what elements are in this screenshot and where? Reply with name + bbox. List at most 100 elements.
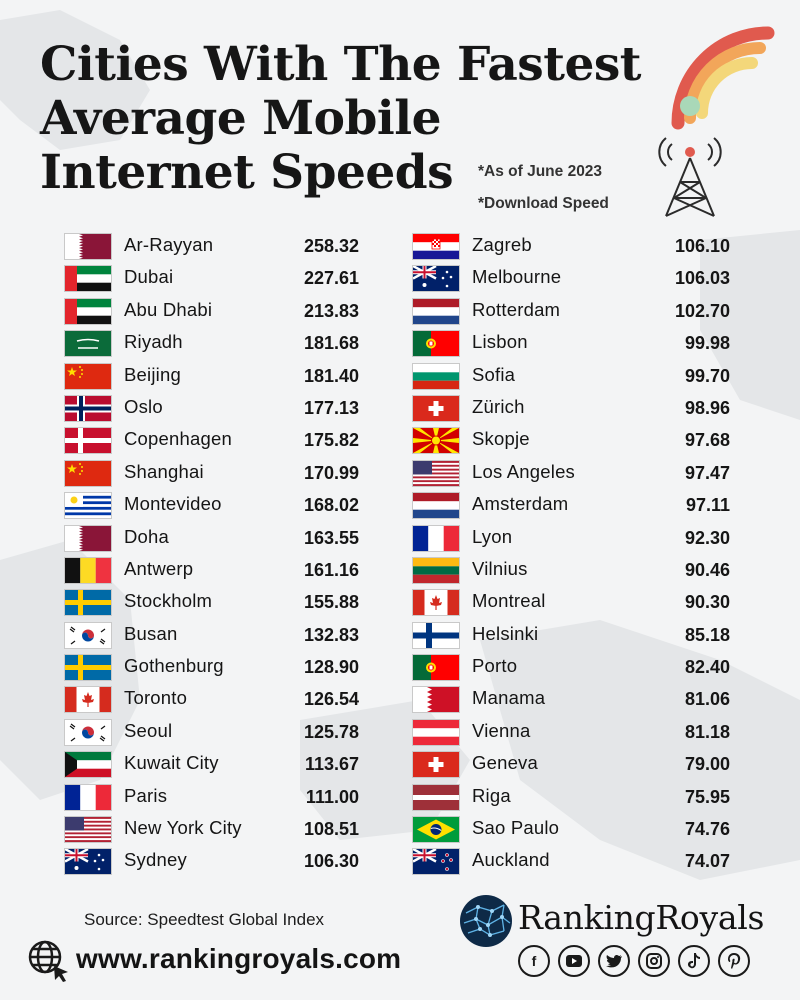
city-row: Copenhagen 175.82 bbox=[64, 424, 364, 456]
city-row: Abu Dhabi 213.83 bbox=[64, 295, 364, 327]
download-speed-value: 99.70 bbox=[684, 365, 730, 386]
twitter-icon[interactable] bbox=[598, 945, 630, 977]
city-row: Sofia 99.70 bbox=[412, 360, 732, 392]
download-speed-value: 108.51 bbox=[303, 819, 359, 840]
city-name: Ar-Rayyan bbox=[124, 234, 214, 255]
download-speed-value: 161.16 bbox=[303, 559, 359, 580]
belgium-flag-icon bbox=[64, 556, 112, 584]
city-name: Lisbon bbox=[472, 331, 528, 353]
city-name: Auckland bbox=[472, 849, 550, 871]
city-name: Copenhagen bbox=[124, 428, 232, 450]
city-name: Oslo bbox=[124, 395, 163, 417]
city-row: Geneva 79.00 bbox=[412, 748, 732, 780]
city-row: Dubai 227.61 bbox=[64, 262, 364, 294]
as-of-note: *As of June 2023 bbox=[478, 163, 603, 180]
city-name: Melbourne bbox=[472, 266, 562, 288]
lithuania-flag-icon bbox=[412, 556, 460, 584]
download-speed-value: 181.68 bbox=[303, 333, 359, 354]
city-name: Paris bbox=[124, 784, 168, 806]
download-speed-value: 258.32 bbox=[303, 236, 359, 256]
city-row: Ar-Rayyan 258.32 bbox=[64, 230, 364, 262]
usa-flag-icon bbox=[64, 816, 112, 844]
download-speed-value: 113.67 bbox=[304, 754, 359, 775]
download-speed-value: 106.10 bbox=[674, 236, 730, 256]
city-row: Montreal 90.30 bbox=[412, 586, 732, 618]
city-row: Vilnius 90.46 bbox=[412, 554, 732, 586]
city-row: Helsinki 85.18 bbox=[412, 619, 732, 651]
city-name: Rotterdam bbox=[472, 298, 561, 320]
download-speed-value: 74.76 bbox=[684, 819, 730, 840]
city-name: New York City bbox=[124, 817, 242, 839]
city-name: Helsinki bbox=[472, 622, 539, 644]
city-name: Riyadh bbox=[124, 331, 183, 353]
download-speed-value: 90.46 bbox=[684, 559, 730, 580]
china-flag-icon bbox=[64, 459, 112, 487]
bulgaria-flag-icon bbox=[412, 362, 460, 390]
uae-flag-icon bbox=[64, 265, 112, 293]
source-note: Source: Speedtest Global Index bbox=[84, 910, 325, 929]
city-name: Los Angeles bbox=[472, 460, 576, 482]
uruguay-flag-icon bbox=[64, 492, 112, 520]
social-links: f bbox=[518, 945, 750, 977]
tiktok-icon[interactable] bbox=[678, 945, 710, 977]
title-line-2: Average Mobile bbox=[40, 91, 441, 146]
city-name: Zagreb bbox=[472, 234, 532, 255]
pinterest-icon[interactable] bbox=[718, 945, 750, 977]
sweden-flag-icon bbox=[64, 589, 112, 617]
city-row: Shanghai 170.99 bbox=[64, 457, 364, 489]
brand-logo-icon bbox=[460, 895, 512, 947]
switzerland-flag-icon bbox=[412, 394, 460, 422]
austria-flag-icon bbox=[412, 718, 460, 746]
city-name: Skopje bbox=[472, 428, 530, 450]
city-row: Toronto 126.54 bbox=[64, 683, 364, 715]
download-speed-value: 92.30 bbox=[684, 527, 730, 548]
city-row: Beijing 181.40 bbox=[64, 360, 364, 392]
city-row: Stockholm 155.88 bbox=[64, 586, 364, 618]
south-korea-flag-icon bbox=[64, 621, 112, 649]
download-speed-value: 98.96 bbox=[684, 397, 730, 418]
city-row: Riga 75.95 bbox=[412, 781, 732, 813]
city-row: Skopje 97.68 bbox=[412, 424, 732, 456]
download-speed-value: 99.98 bbox=[684, 333, 730, 354]
portugal-flag-icon bbox=[412, 330, 460, 358]
city-row: Lyon 92.30 bbox=[412, 522, 732, 554]
denmark-flag-icon bbox=[64, 427, 112, 455]
city-name: Sydney bbox=[124, 849, 187, 871]
city-name: Montreal bbox=[472, 590, 546, 612]
city-name: Busan bbox=[124, 622, 178, 644]
facebook-icon[interactable]: f bbox=[518, 945, 550, 977]
city-name: Stockholm bbox=[124, 590, 213, 612]
switzerland-flag-icon bbox=[412, 751, 460, 779]
city-row: Doha 163.55 bbox=[64, 522, 364, 554]
city-row: Los Angeles 97.47 bbox=[412, 457, 732, 489]
download-speed-value: 126.54 bbox=[303, 689, 359, 710]
city-name: Shanghai bbox=[124, 460, 204, 482]
new-zealand-flag-icon bbox=[412, 848, 460, 876]
city-name: Gothenburg bbox=[124, 655, 224, 677]
website-link[interactable]: www.rankingroyals.com bbox=[76, 943, 402, 974]
instagram-icon[interactable] bbox=[638, 945, 670, 977]
south-korea-flag-icon bbox=[64, 718, 112, 746]
download-speed-value: 75.95 bbox=[684, 786, 730, 807]
city-row: Riyadh 181.68 bbox=[64, 327, 364, 359]
city-row: Gothenburg 128.90 bbox=[64, 651, 364, 683]
city-row: Kuwait City 113.67 bbox=[64, 748, 364, 780]
city-name: Amsterdam bbox=[472, 493, 569, 515]
download-speed-value: 128.90 bbox=[303, 657, 359, 678]
city-name: Vienna bbox=[472, 719, 531, 741]
china-flag-icon bbox=[64, 362, 112, 390]
city-name: Geneva bbox=[472, 752, 538, 774]
netherlands-flag-icon bbox=[412, 492, 460, 520]
youtube-icon[interactable] bbox=[558, 945, 590, 977]
download-speed-value: 74.07 bbox=[684, 851, 730, 872]
kuwait-flag-icon bbox=[64, 751, 112, 779]
download-speed-value: 227.61 bbox=[303, 268, 359, 289]
france-flag-icon bbox=[64, 783, 112, 811]
city-row: Zürich 98.96 bbox=[412, 392, 732, 424]
download-speed-value: 85.18 bbox=[684, 624, 730, 645]
download-speed-value: 81.06 bbox=[684, 689, 730, 710]
city-name: Toronto bbox=[124, 687, 188, 709]
brand-name: RankingRoyals bbox=[518, 898, 765, 937]
city-row: Busan 132.83 bbox=[64, 619, 364, 651]
city-name: Antwerp bbox=[124, 557, 194, 579]
